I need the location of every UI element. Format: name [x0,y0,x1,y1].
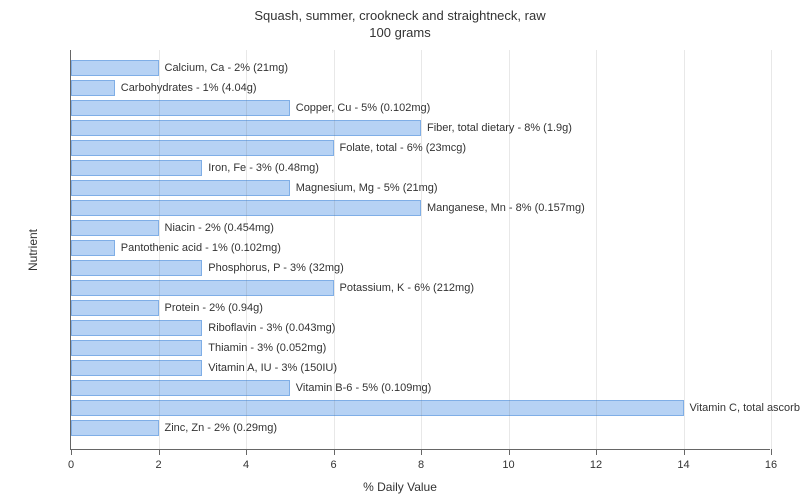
bar-label: Folate, total - 6% (23mcg) [334,142,467,154]
bar-label: Iron, Fe - 3% (0.48mg) [202,162,319,174]
bar-label: Thiamin - 3% (0.052mg) [202,342,326,354]
grid-line [771,50,772,449]
bar-label: Protein - 2% (0.94g) [159,302,263,314]
bar [71,80,115,96]
nutrient-chart: Squash, summer, crookneck and straightne… [0,0,800,500]
chart-title-line2: 100 grams [369,25,430,40]
x-tick-label: 6 [330,459,336,471]
y-axis-title: Nutrient [26,229,40,271]
chart-title: Squash, summer, crookneck and straightne… [0,8,800,42]
bar-label: Manganese, Mn - 8% (0.157mg) [421,202,585,214]
x-tick-label: 14 [677,459,689,471]
bar-label: Vitamin C, total ascorbic acid - 14% (8.… [684,402,800,414]
x-tick-label: 0 [68,459,74,471]
x-tick-label: 4 [243,459,249,471]
bar-label: Pantothenic acid - 1% (0.102mg) [115,242,281,254]
bar-label: Vitamin B-6 - 5% (0.109mg) [290,382,432,394]
bar [71,300,159,316]
grid-line [334,50,335,449]
bar [71,160,202,176]
bar [71,400,684,416]
x-tick [71,449,72,455]
bar [71,320,202,336]
bar [71,420,159,436]
bar-label: Fiber, total dietary - 8% (1.9g) [421,122,572,134]
bar [71,360,202,376]
bar [71,280,334,296]
bar-label: Riboflavin - 3% (0.043mg) [202,322,335,334]
bar-label: Zinc, Zn - 2% (0.29mg) [159,422,277,434]
x-tick [509,449,510,455]
x-tick [159,449,160,455]
x-tick-label: 16 [765,459,777,471]
x-tick [596,449,597,455]
x-tick [684,449,685,455]
grid-line [509,50,510,449]
bar-label: Calcium, Ca - 2% (21mg) [159,62,288,74]
grid-line [684,50,685,449]
bar-label: Carbohydrates - 1% (4.04g) [115,82,257,94]
x-tick-label: 12 [590,459,602,471]
x-tick-label: 10 [502,459,514,471]
bar [71,380,290,396]
grid-line [421,50,422,449]
bar-label: Phosphorus, P - 3% (32mg) [202,262,344,274]
bar [71,60,159,76]
x-tick [246,449,247,455]
bar [71,240,115,256]
x-tick [771,449,772,455]
grid-line [246,50,247,449]
bar-label: Potassium, K - 6% (212mg) [334,282,475,294]
bar [71,340,202,356]
chart-title-line1: Squash, summer, crookneck and straightne… [254,8,545,23]
x-tick-label: 8 [418,459,424,471]
x-tick-label: 2 [155,459,161,471]
bar [71,260,202,276]
bar [71,140,334,156]
bar-label: Copper, Cu - 5% (0.102mg) [290,102,431,114]
plot-area: Calcium, Ca - 2% (21mg) Carbohydrates - 1… [70,50,770,450]
grid-line [596,50,597,449]
x-tick [334,449,335,455]
bar-label: Niacin - 2% (0.454mg) [159,222,274,234]
grid-line [159,50,160,449]
bar [71,100,290,116]
bar [71,180,290,196]
bar-label: Vitamin A, IU - 3% (150IU) [202,362,337,374]
bar-label: Magnesium, Mg - 5% (21mg) [290,182,438,194]
x-tick [421,449,422,455]
bar [71,220,159,236]
x-axis-title: % Daily Value [0,480,800,494]
